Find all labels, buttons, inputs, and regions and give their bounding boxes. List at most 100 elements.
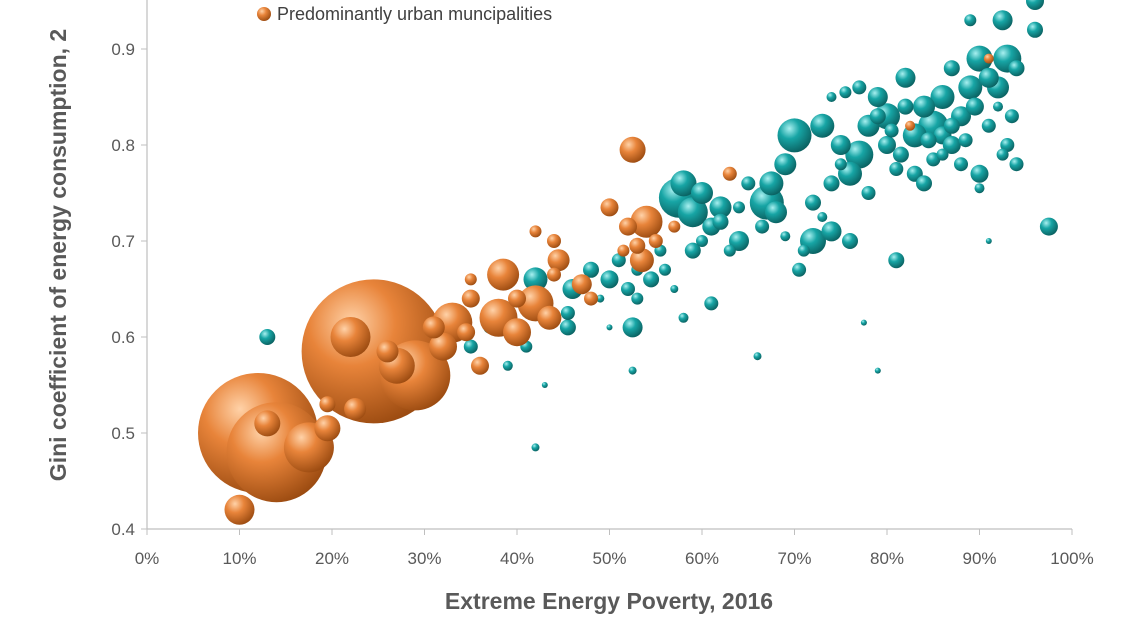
bubble-other [942, 136, 961, 154]
bubble-urban [668, 220, 681, 233]
bubble-urban [422, 316, 445, 339]
bubble-urban [254, 410, 281, 437]
y-tick-label: 0.7 [111, 232, 135, 251]
bubble-other [1008, 60, 1025, 77]
bubble-other [992, 10, 1013, 31]
bubble-other [560, 306, 575, 320]
bubble-urban [648, 234, 663, 248]
bubble-other [936, 148, 949, 161]
bubble-other [621, 282, 635, 296]
bubble-other [867, 87, 888, 107]
bubble-other [861, 186, 876, 200]
bubble-other [670, 285, 679, 293]
bubble-other [985, 238, 992, 244]
bubble-other [611, 253, 626, 268]
y-tick-label: 0.4 [111, 520, 135, 539]
bubble-urban [547, 234, 561, 248]
bubble-other [823, 175, 840, 192]
bubble-other [1009, 157, 1024, 172]
bubble-other [916, 175, 932, 192]
bubble-other [874, 367, 881, 374]
bubble-other [1026, 0, 1044, 10]
bubble-urban [619, 217, 637, 236]
bubble-other [531, 443, 540, 452]
bubble-other [643, 271, 660, 288]
bubble-other [678, 312, 689, 323]
bubble-urban [319, 396, 336, 413]
bubble-urban [529, 225, 542, 238]
bubble-other [606, 324, 613, 331]
x-tick-label: 100% [1050, 549, 1093, 568]
bubble-urban [344, 398, 367, 420]
y-axis-title: Gini coefficient of energy consumption, … [45, 29, 71, 481]
x-tick-label: 50% [592, 549, 626, 568]
bubble-other [780, 231, 791, 242]
bubble-other [930, 85, 955, 109]
bubble-other [913, 95, 935, 118]
bubble-other [628, 366, 637, 375]
bubble-other [964, 14, 977, 27]
bubble-other [974, 183, 985, 194]
bubble-urban [619, 136, 646, 163]
bubble-other [878, 136, 896, 154]
bubble-other [943, 117, 960, 134]
bubble-urban [429, 332, 457, 361]
bubble-urban [571, 274, 592, 295]
bubble-other [733, 201, 745, 214]
y-tick-label: 0.9 [111, 40, 135, 59]
legend-urban-label: Predominantly urban muncipalities [277, 4, 552, 24]
bubble-other [691, 182, 713, 204]
bubble-other [869, 108, 886, 125]
x-tick-label: 40% [500, 549, 534, 568]
bubble-urban [584, 291, 598, 306]
bubble-urban [503, 318, 531, 347]
bubble-other [978, 67, 999, 88]
bubble-other [523, 267, 548, 292]
bubble-urban [461, 289, 480, 308]
bubble-urban [629, 248, 654, 273]
y-axis: 0.4 0.5 0.6 0.7 0.8 0.9 [111, 0, 148, 539]
bubble-other [631, 292, 644, 305]
bubble-other [677, 197, 708, 228]
bubble-other [541, 382, 548, 388]
bubble-other [774, 153, 797, 176]
bubble-urban [224, 494, 255, 525]
bubble-other [965, 97, 984, 116]
bubble-other [696, 235, 708, 247]
bubble-other [845, 140, 874, 169]
bubble-other [797, 244, 810, 257]
bubble-other [817, 212, 828, 222]
bubble-other [966, 45, 993, 72]
y-tick-label: 0.6 [111, 328, 135, 347]
bubble-other [943, 60, 960, 77]
x-tick-label: 60% [685, 549, 719, 568]
bubble-other [583, 261, 599, 278]
bubble-other [659, 263, 671, 276]
bubble-other [830, 135, 851, 155]
bubble-other [1004, 109, 1019, 124]
x-axis: 0% 10% 20% 30% 40% 50% 60% 70% 80% 90% 100% [135, 528, 1094, 568]
bubble-other [920, 132, 937, 149]
legend: Predominantly urban muncipalities [257, 4, 552, 24]
bubble-other [839, 86, 852, 99]
bubble-other [622, 317, 643, 338]
bubble-other [600, 270, 619, 289]
bubble-other [852, 80, 867, 95]
x-tick-label: 0% [135, 549, 160, 568]
bubble-other [765, 201, 787, 224]
bubble-other [821, 221, 842, 242]
bubble-urban [464, 273, 477, 286]
bubble-urban [314, 415, 341, 442]
bubble-other [954, 157, 968, 172]
legend-urban-marker [257, 7, 271, 21]
bubble-other [805, 194, 821, 211]
bubble-urban [983, 53, 994, 64]
bubble-urban [330, 317, 371, 357]
bubble-other [993, 101, 1003, 112]
bubble-other [834, 158, 847, 171]
x-tick-label: 10% [222, 549, 256, 568]
bubble-other [704, 296, 719, 311]
bubble-other [1039, 217, 1058, 236]
bubble-other [826, 92, 837, 102]
